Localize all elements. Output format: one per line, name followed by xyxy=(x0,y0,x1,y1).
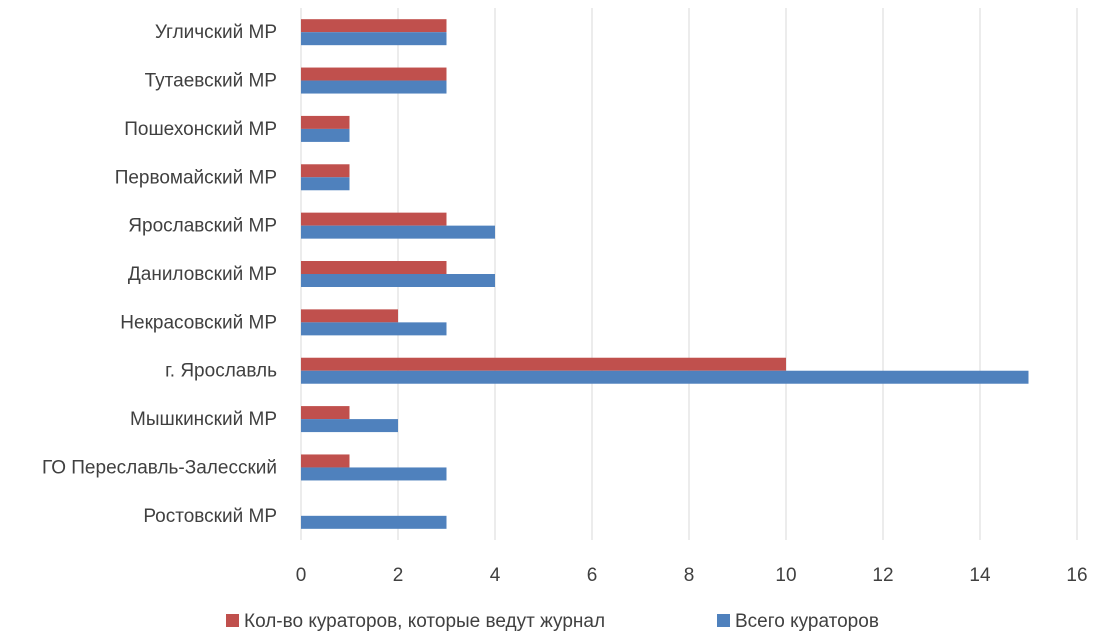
bar-total-curators xyxy=(301,370,1029,384)
bar-journal-curators xyxy=(301,357,786,371)
x-tick-label: 10 xyxy=(775,565,796,586)
category-label: г. Ярославль xyxy=(165,361,277,382)
legend-swatch xyxy=(226,614,239,627)
bar-total-curators xyxy=(301,32,447,46)
category-label: Даниловский МР xyxy=(128,264,277,285)
x-tick-label: 12 xyxy=(872,565,893,586)
category-label: ГО Переславль-Залесский xyxy=(42,457,277,478)
category-label: Тутаевский МР xyxy=(145,71,277,92)
x-axis-ticks: 0 2 4 6 8 10 12 14 16 xyxy=(296,565,1088,586)
x-tick-label: 16 xyxy=(1066,565,1087,586)
bar-journal-curators xyxy=(301,406,350,420)
bar-journal-curators xyxy=(301,309,398,323)
bar-total-curators xyxy=(301,467,447,481)
bar-total-curators xyxy=(301,419,398,433)
bar-total-curators xyxy=(301,274,495,287)
category-label: Ростовский МР xyxy=(143,506,277,527)
category-label: Некрасовский МР xyxy=(120,312,277,333)
x-tick-label: 14 xyxy=(969,565,991,586)
category-label: Первомайский МР xyxy=(115,167,277,188)
bar-total-curators xyxy=(301,177,350,191)
bar-journal-curators xyxy=(301,115,350,129)
bar-journal-curators xyxy=(301,164,350,178)
legend-swatch xyxy=(717,614,730,627)
category-label: Угличский МР xyxy=(155,22,277,43)
bar-total-curators xyxy=(301,322,447,336)
bars xyxy=(301,19,1029,529)
category-label: Мышкинский МР xyxy=(130,409,277,430)
bar-total-curators xyxy=(301,128,350,142)
category-label: Ярославский МР xyxy=(128,216,277,237)
category-labels: Угличский МР Тутаевский МР Пошехонский МР П… xyxy=(42,22,277,527)
bar-total-curators xyxy=(301,80,447,94)
legend-item-journal-curators: Кол-во кураторов, которые ведут журнал xyxy=(244,611,605,632)
bar-journal-curators xyxy=(301,19,447,33)
legend-item-total-curators: Всего кураторов xyxy=(735,611,879,632)
bar-journal-curators xyxy=(301,67,447,81)
bar-total-curators xyxy=(301,515,447,529)
category-label: Пошехонский МР xyxy=(124,119,277,140)
x-tick-label: 8 xyxy=(684,565,695,586)
bar-journal-curators xyxy=(301,261,447,274)
bar-journal-curators xyxy=(301,454,350,468)
gridlines xyxy=(300,8,1078,540)
bar-total-curators xyxy=(301,225,495,239)
legend: Кол-во кураторов, которые ведут журнал Вс… xyxy=(226,611,879,632)
bar-journal-curators xyxy=(301,212,447,226)
x-tick-label: 6 xyxy=(587,565,598,586)
x-tick-label: 2 xyxy=(393,565,404,586)
x-tick-label: 4 xyxy=(490,565,501,586)
x-tick-label: 0 xyxy=(296,565,307,586)
